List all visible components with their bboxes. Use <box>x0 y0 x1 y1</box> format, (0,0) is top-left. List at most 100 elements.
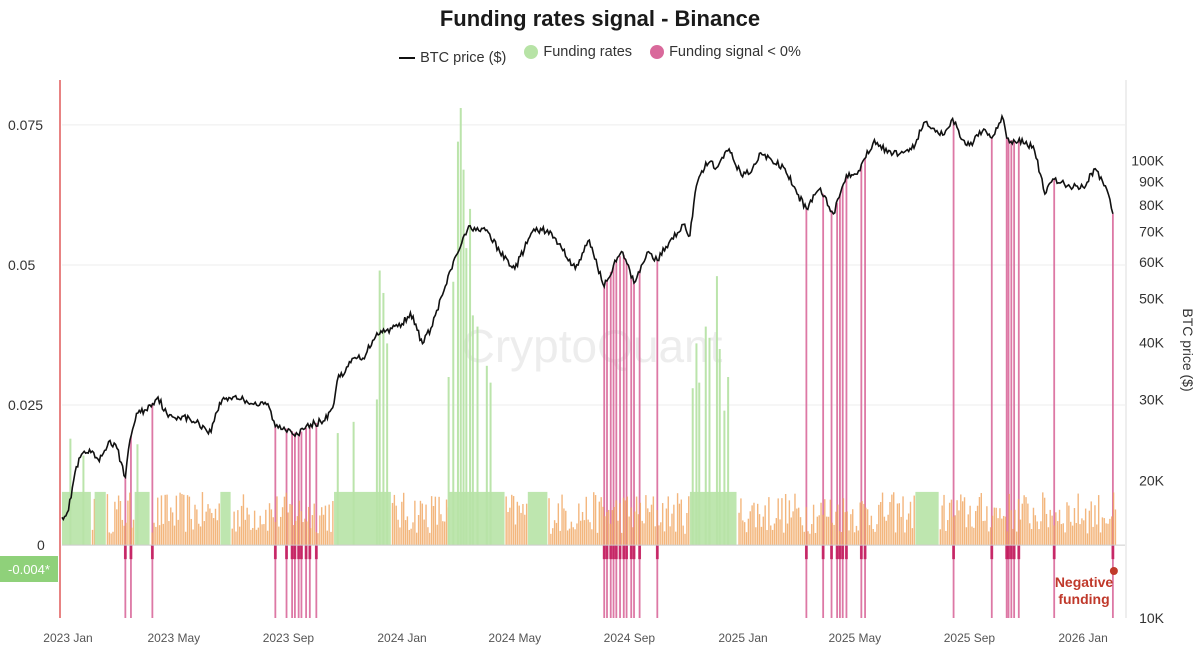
funding-rate-bar <box>963 497 966 546</box>
funding-rate-bar <box>566 530 569 546</box>
funding-rate-bar <box>866 509 869 546</box>
funding-rate-bar <box>630 507 632 546</box>
funding-rate-bar <box>548 498 550 546</box>
funding-rate-bar <box>945 530 947 546</box>
funding-rate-bar <box>416 532 418 546</box>
negative-funding-bar <box>655 545 659 560</box>
funding-rate-bar <box>212 518 215 546</box>
funding-rate-bar <box>939 529 942 546</box>
funding-rate-bar <box>272 517 274 546</box>
funding-rate-bar <box>984 520 986 546</box>
funding-rate-bar <box>831 522 833 546</box>
funding-rate-bar <box>844 512 846 546</box>
funding-rate-bar <box>280 516 282 546</box>
funding-rate-bar <box>796 508 798 546</box>
funding-rate-bar <box>520 512 522 546</box>
funding-rate-bar <box>171 512 174 546</box>
annotation-marker <box>1109 567 1118 575</box>
funding-rate-band <box>915 491 939 546</box>
funding-rate-bar <box>676 493 679 546</box>
funding-rate-bar <box>1027 503 1029 546</box>
funding-rate-bar <box>170 507 172 546</box>
funding-rate-bar <box>123 525 125 546</box>
funding-rate-bar <box>153 522 155 546</box>
funding-rate-bar <box>909 501 912 546</box>
funding-rate-bar <box>175 495 178 546</box>
right-tick-label: 10K <box>1139 610 1165 626</box>
funding-rate-spike <box>452 281 455 546</box>
x-tick-label: 2023 Jan <box>43 631 92 645</box>
funding-rate-bar <box>414 500 416 546</box>
funding-rate-spike <box>386 343 389 546</box>
funding-rate-bar <box>648 512 651 546</box>
legend-item-funding-signal[interactable]: Funding signal < 0% <box>650 44 801 60</box>
funding-rate-bar <box>419 500 422 546</box>
funding-rate-bar <box>1094 505 1096 546</box>
negative-funding-bar <box>300 545 303 560</box>
funding-rate-bar <box>639 502 642 546</box>
funding-rate-bar <box>522 504 524 546</box>
left-tick-label: 0 <box>37 537 45 553</box>
funding-rate-bar <box>745 532 748 546</box>
axes <box>59 80 1127 618</box>
negative-funding-bar <box>290 545 294 560</box>
right-tick-label: 100K <box>1131 153 1164 169</box>
funding-rate-bar <box>626 496 628 546</box>
funding-rate-bar <box>125 522 127 546</box>
funding-rate-bar <box>1081 518 1083 546</box>
funding-rate-bar <box>1008 493 1010 546</box>
funding-rate-bar <box>561 494 563 546</box>
funding-rate-bar <box>660 522 662 546</box>
funding-rate-bar <box>112 531 114 546</box>
funding-rate-bar <box>432 506 435 546</box>
funding-rate-bar <box>861 501 863 546</box>
funding-rate-bar <box>1071 525 1074 546</box>
funding-rate-bar <box>822 514 824 546</box>
funding-rate-bar <box>1109 518 1111 546</box>
legend-item-btc-price[interactable]: BTC price ($) <box>399 50 506 66</box>
funding-rate-bar <box>658 525 660 546</box>
funding-rate-bar <box>552 528 554 546</box>
funding-rate-bar <box>578 503 580 546</box>
funding-rate-bar <box>1004 516 1007 546</box>
funding-rate-bar <box>654 526 656 546</box>
funding-rate-bar <box>330 531 332 546</box>
legend-dot-swatch <box>650 45 665 59</box>
funding-rate-bar <box>678 503 681 546</box>
funding-rate-bar <box>889 502 891 546</box>
negative-funding-bar <box>1012 545 1016 560</box>
funding-rate-bar <box>315 531 317 546</box>
funding-rate-bar <box>181 494 183 546</box>
x-tick-label: 2024 Jan <box>377 631 426 645</box>
funding-rate-bar <box>794 493 796 546</box>
negative-funding-bar <box>605 545 609 560</box>
funding-rate-bar <box>973 527 975 546</box>
negative-funding-bar <box>150 545 154 560</box>
funding-rate-bar <box>119 500 122 546</box>
btc-price-layer <box>61 113 1114 522</box>
funding-rate-bar <box>579 520 582 546</box>
negative-funding-bar <box>629 545 633 560</box>
funding-rate-bar <box>1107 523 1109 546</box>
legend-item-funding-rates[interactable]: Funding rates <box>524 44 632 60</box>
funding-rate-bar <box>281 507 284 546</box>
funding-rate-bar <box>302 522 304 546</box>
funding-rate-bar <box>168 521 170 546</box>
funding-rate-bar <box>1088 510 1091 546</box>
funding-rate-bar <box>593 492 595 546</box>
funding-rate-bar <box>900 516 902 546</box>
funding-rate-bar <box>894 532 897 546</box>
funding-rate-bar <box>628 516 630 546</box>
funding-rate-bar <box>872 528 874 546</box>
funding-rate-bar <box>257 527 260 546</box>
negative-signal-bar <box>630 275 633 618</box>
funding-rate-bar <box>261 524 263 546</box>
funding-rate-bar <box>647 508 649 546</box>
current-value-label: -0.004* <box>8 562 50 577</box>
x-tick-label: 2025 May <box>828 631 881 645</box>
negative-funding-bar <box>952 545 955 560</box>
funding-rate-bar <box>324 505 327 546</box>
funding-rate-bar <box>581 511 584 546</box>
funding-rate-spike <box>727 377 730 546</box>
funding-rate-bar <box>837 504 839 546</box>
